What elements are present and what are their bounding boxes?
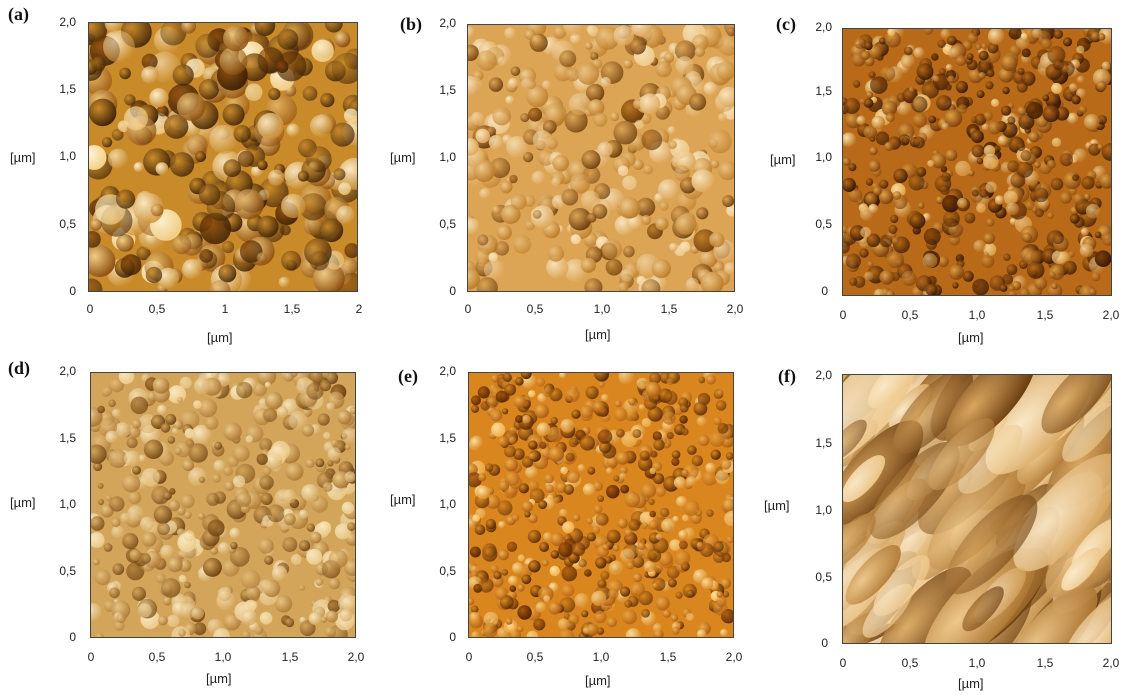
x-axis-unit: [µm] [206, 671, 232, 686]
y-tick-label: 1,0 [59, 497, 76, 511]
x-tick-label: 1,5 [1036, 308, 1054, 322]
panel-label: (b) [400, 14, 422, 34]
x-tick-label: 2,0 [725, 650, 743, 664]
y-axis-unit: [µm] [10, 150, 36, 165]
y-tick-label: 0 [449, 284, 456, 298]
y-tick-label: 1,5 [439, 83, 456, 97]
x-tick-label: 1,0 [968, 656, 986, 670]
x-tick-label: 0 [464, 302, 472, 316]
y-tick-label: 1,0 [439, 497, 456, 511]
y-tick-label: 0,5 [439, 564, 456, 578]
y-tick-label: 1,0 [815, 503, 832, 517]
y-tick-label: 0,5 [815, 570, 832, 584]
y-tick-label: 0 [821, 284, 828, 298]
afm-image-c [842, 28, 1112, 296]
x-tick-label: 0,5 [148, 302, 166, 316]
x-tick-label: 2,0 [347, 650, 365, 664]
x-tick-label: 2,0 [1102, 308, 1120, 322]
x-tick-label: 1,0 [214, 650, 232, 664]
panel-label: (a) [8, 4, 29, 24]
panel-label: (c) [776, 14, 796, 34]
x-tick-label: 2,0 [726, 302, 744, 316]
afm-image-d [90, 372, 356, 638]
y-tick-label: 1,5 [59, 82, 76, 96]
y-tick-label: 0,5 [815, 217, 832, 231]
x-tick-label: 0,5 [901, 656, 919, 670]
y-tick-label: 1,5 [59, 431, 76, 445]
y-axis-unit: [µm] [10, 495, 36, 510]
afm-image-f [842, 374, 1112, 644]
y-tick-label: 0 [821, 636, 828, 650]
afm-image-e [468, 372, 734, 638]
y-tick-label: 0 [69, 630, 76, 644]
y-tick-label: 2,0 [815, 368, 832, 382]
y-tick-label: 1,0 [439, 150, 456, 164]
y-tick-label: 2,0 [59, 15, 76, 29]
panel-label: (e) [398, 366, 418, 386]
y-tick-label: 2,0 [59, 364, 76, 378]
x-tick-label: 0,5 [526, 650, 544, 664]
x-tick-label: 2 [355, 302, 363, 316]
y-tick-label: 2,0 [815, 20, 832, 34]
y-tick-label: 1,5 [815, 84, 832, 98]
y-axis-unit: [µm] [390, 150, 416, 165]
x-tick-label: 1,5 [659, 650, 677, 664]
afm-image-a [88, 22, 358, 292]
y-tick-label: 0 [449, 630, 456, 644]
x-tick-label: 2,0 [1102, 656, 1120, 670]
x-tick-label: 1 [221, 302, 229, 316]
x-axis-unit: [µm] [585, 673, 611, 688]
x-tick-label: 1,5 [281, 650, 299, 664]
y-tick-label: 0,5 [59, 217, 76, 231]
x-tick-label: 0,5 [148, 650, 166, 664]
x-tick-label: 0 [87, 650, 95, 664]
y-tick-label: 1,5 [439, 431, 456, 445]
x-axis-unit: [µm] [958, 330, 984, 345]
y-tick-label: 0,5 [439, 217, 456, 231]
y-axis-unit: [µm] [764, 498, 790, 513]
x-tick-label: 0 [465, 650, 473, 664]
x-tick-label: 1,5 [1036, 656, 1054, 670]
x-tick-label: 0 [86, 302, 94, 316]
afm-image-b [467, 24, 735, 292]
x-tick-label: 0,5 [901, 308, 919, 322]
y-tick-label: 1,0 [59, 149, 76, 163]
x-tick-label: 0 [839, 308, 847, 322]
x-tick-label: 0,5 [526, 302, 544, 316]
panel-label: (d) [8, 358, 30, 378]
y-axis-unit: [µm] [390, 492, 416, 507]
x-tick-label: 0 [839, 656, 847, 670]
x-tick-label: 1,0 [968, 308, 986, 322]
y-tick-label: 1,0 [815, 150, 832, 164]
y-axis-unit: [µm] [770, 152, 796, 167]
y-tick-label: 1,5 [815, 436, 832, 450]
x-axis-unit: [µm] [585, 327, 611, 342]
y-tick-label: 0,5 [59, 564, 76, 578]
y-tick-label: 2,0 [439, 16, 456, 30]
x-tick-label: 1,5 [283, 302, 301, 316]
x-tick-label: 1,0 [593, 302, 611, 316]
x-axis-unit: [µm] [958, 676, 984, 691]
x-axis-unit: [µm] [207, 330, 233, 345]
y-tick-label: 0 [69, 284, 76, 298]
panel-label: (f) [778, 366, 796, 386]
x-tick-label: 1,0 [592, 650, 610, 664]
y-tick-label: 2,0 [439, 364, 456, 378]
x-tick-label: 1,5 [660, 302, 678, 316]
